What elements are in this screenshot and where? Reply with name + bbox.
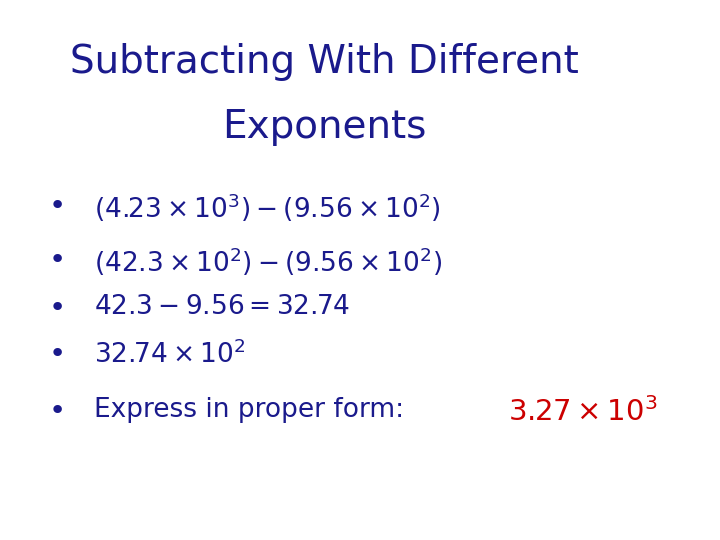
Text: •: •: [49, 294, 66, 322]
Text: $(4.23 \times 10^3) - (9.56 \times 10^2)$: $(4.23 \times 10^3) - (9.56 \times 10^2)…: [94, 192, 440, 224]
Text: $32.74 \times 10^2$: $32.74 \times 10^2$: [94, 340, 246, 369]
Text: $(42.3 \times 10^2) - (9.56 \times 10^2)$: $(42.3 \times 10^2) - (9.56 \times 10^2)…: [94, 246, 441, 278]
Text: •: •: [49, 340, 66, 368]
Text: •: •: [49, 246, 66, 274]
Text: Exponents: Exponents: [222, 108, 426, 146]
Text: $42.3 - 9.56 = 32.74$: $42.3 - 9.56 = 32.74$: [94, 294, 350, 320]
Text: Subtracting With Different: Subtracting With Different: [70, 43, 578, 81]
Text: •: •: [49, 397, 66, 425]
Text: •: •: [49, 192, 66, 220]
Text: $3.27 \times 10^3$: $3.27 \times 10^3$: [508, 397, 657, 427]
Text: Express in proper form:: Express in proper form:: [94, 397, 404, 423]
